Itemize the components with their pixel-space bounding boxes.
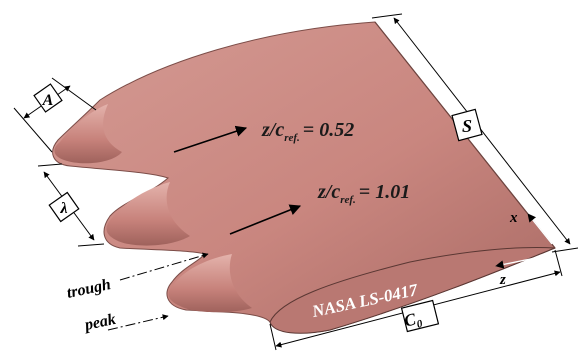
wavelength-label: λ	[59, 200, 67, 217]
wavelength-dimension: λ	[37, 163, 105, 247]
axis-indicator: x z	[495, 210, 553, 288]
tubercle-1	[54, 104, 122, 164]
z-axis-arrow	[495, 255, 546, 269]
peak-annotation: peak	[81, 311, 169, 335]
x-axis-label: x	[509, 210, 518, 226]
z-axis-label: z	[499, 272, 506, 288]
x-axis-arrow	[527, 213, 553, 245]
tubercle-3	[168, 254, 252, 313]
span-label: S	[462, 116, 472, 136]
svg-text:z/cref.= 1.01: z/cref. = 1.01	[317, 181, 410, 206]
trough-label: trough	[65, 276, 112, 302]
amplitude-dimension: A	[13, 77, 97, 153]
section-label-2: z/cref. = 1.01	[229, 181, 410, 235]
wing-body	[52, 21, 556, 334]
amplitude-label: A	[42, 92, 54, 109]
peak-label: peak	[81, 311, 117, 335]
root-chord-dimension: C0	[269, 249, 563, 351]
tubercle-2	[106, 182, 190, 246]
span-dimension: S	[371, 13, 578, 253]
section-2-arrow	[229, 204, 302, 235]
wing-planform	[52, 21, 556, 334]
root-chord-label: C0	[402, 308, 424, 334]
svg-text:z/cref.= 0.52: z/cref. = 0.52	[261, 119, 354, 144]
section-1-arrow	[173, 125, 248, 153]
section-label-1: z/cref. = 0.52	[173, 119, 354, 153]
